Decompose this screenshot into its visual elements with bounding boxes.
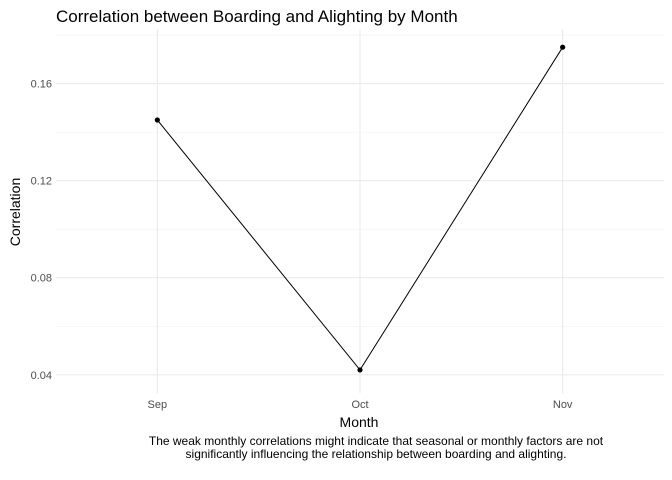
tick-labels: 0.04 0.08 0.12 0.16 Sep Oct Nov [31, 79, 573, 411]
y-tick-label: 0.08 [31, 273, 52, 285]
y-axis-title: Correlation [7, 178, 23, 246]
x-tick-label: Sep [148, 399, 168, 411]
chart-title: Correlation between Boarding and Alighti… [56, 7, 458, 26]
y-tick-label: 0.04 [31, 370, 52, 382]
x-axis-title: Month [340, 414, 379, 430]
data-point [154, 117, 160, 123]
chart-caption: The weak monthly correlations might indi… [148, 434, 604, 461]
x-tick-label: Oct [351, 399, 368, 411]
grid [56, 29, 664, 393]
y-tick-label: 0.12 [31, 176, 52, 188]
series [154, 44, 566, 373]
data-point [357, 367, 363, 373]
x-tick-label: Nov [553, 399, 573, 411]
y-tick-label: 0.16 [31, 79, 52, 91]
data-point [560, 44, 566, 50]
